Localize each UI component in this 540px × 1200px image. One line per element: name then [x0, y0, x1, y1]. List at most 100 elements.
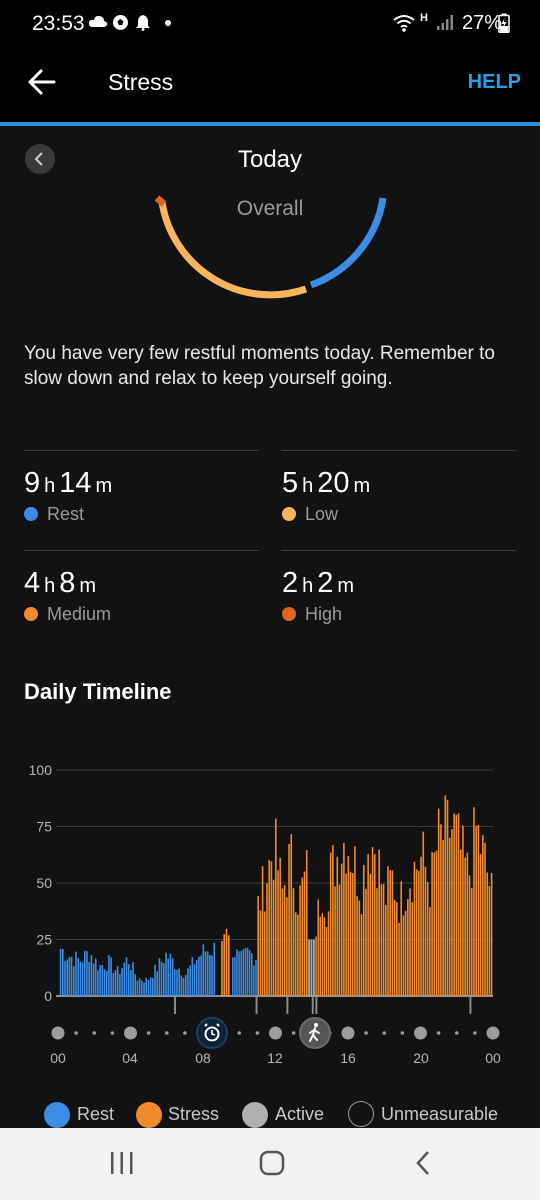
stress-bar-stress: [259, 910, 262, 996]
stress-bar-stress: [433, 852, 436, 996]
stress-bar-rest: [90, 955, 93, 996]
stress-bar-rest: [147, 979, 150, 996]
stress-bar-rest: [97, 970, 99, 996]
chevron-left-icon: [34, 152, 43, 166]
y-tick-label: 50: [36, 875, 52, 891]
stress-bar-rest: [178, 968, 180, 996]
stress-bar-stress: [349, 871, 352, 996]
y-tick-label: 25: [36, 932, 52, 948]
stress-bar-stress: [424, 866, 427, 996]
medium-dot-icon: [24, 607, 38, 621]
stress-bar-rest: [123, 962, 126, 996]
time-label: 16: [340, 1050, 356, 1066]
accent-divider: [0, 122, 540, 126]
timeline-hour-dot: [51, 1026, 65, 1040]
stress-bar-stress: [376, 888, 378, 996]
stress-bar-rest: [160, 961, 163, 996]
stress-bar-rest: [149, 977, 152, 996]
stress-bar-stress: [459, 849, 462, 996]
walking-icon[interactable]: [299, 1017, 331, 1049]
stress-bar-rest: [246, 947, 249, 996]
timeline-minor-dot: [110, 1031, 115, 1035]
stress-bar-rest: [195, 959, 198, 996]
previous-day-button[interactable]: [25, 144, 55, 174]
stress-bar-rest: [101, 965, 104, 996]
legend-active-label: Active: [275, 1104, 325, 1124]
gauge-high-marker: [154, 195, 167, 207]
stress-bar-stress: [279, 858, 282, 996]
stress-bar-rest: [167, 958, 169, 996]
stress-bar-stress: [266, 883, 268, 996]
stress-bar-stress: [362, 865, 365, 996]
stress-bar-stress: [319, 916, 321, 996]
navigation-bar: [0, 1128, 540, 1200]
stress-bar-stress: [334, 886, 336, 996]
timeline-hour-dot: [341, 1026, 355, 1040]
stress-bar-stress: [270, 861, 273, 996]
stress-bar-stress: [437, 808, 440, 996]
y-tick-label: 75: [36, 819, 52, 835]
stress-bar-rest: [116, 966, 119, 996]
stress-gauge: [154, 195, 387, 299]
stress-bar-rest: [138, 978, 141, 996]
stress-bar-stress: [297, 914, 299, 996]
stress-bar-rest: [211, 955, 213, 996]
date-label: Today: [237, 146, 303, 173]
stress-bar-rest: [232, 957, 234, 996]
back-button[interactable]: [413, 1149, 435, 1182]
stress-bar-stress: [336, 856, 339, 996]
legend-unmeasurable-dot-icon: [348, 1101, 374, 1127]
stress-bar-rest: [169, 953, 172, 996]
stress-bar-rest: [81, 962, 84, 996]
network-type-label: H: [420, 12, 428, 24]
stress-bar-rest: [114, 970, 117, 996]
recent-apps-button[interactable]: [108, 1150, 136, 1181]
alarm-clock-hands: [211, 1030, 216, 1036]
walking-figure: [309, 1027, 320, 1042]
stress-bar-stress: [462, 825, 464, 996]
stress-bar-rest: [62, 948, 64, 996]
stress-bar-rest: [127, 964, 130, 996]
stress-bar-stress: [457, 813, 460, 996]
stress-bar-rest: [193, 964, 196, 996]
stress-bar-stress: [351, 873, 354, 996]
stress-bar-rest: [191, 956, 194, 996]
stress-bar-rest: [66, 959, 68, 996]
stress-bar-stress: [268, 860, 271, 996]
stress-bar-stress: [413, 861, 416, 996]
home-button[interactable]: [258, 1149, 286, 1182]
stress-bar-stress: [257, 896, 259, 996]
stress-bar-stress: [418, 870, 420, 996]
stress-bar-stress: [225, 928, 228, 996]
stress-bar-stress: [396, 902, 398, 996]
stress-bar-rest: [187, 968, 189, 996]
page-title: Stress: [108, 69, 174, 95]
stress-bar-rest: [234, 957, 236, 996]
timeline-minor-dot: [237, 1031, 242, 1035]
stress-bar-rest: [103, 969, 106, 996]
stress-bar-stress: [354, 846, 356, 996]
stress-bar-rest: [92, 963, 95, 996]
stress-bar-rest: [72, 966, 75, 996]
stress-bar-rest: [154, 964, 156, 996]
legend-rest-label: Rest: [77, 1104, 115, 1124]
stress-bar-stress: [429, 907, 431, 996]
stress-bar-stress: [367, 854, 369, 996]
stress-bar-rest: [110, 957, 112, 996]
stress-bar-rest: [255, 960, 257, 996]
stress-bar-stress: [448, 837, 451, 996]
stress-bar-stress: [442, 839, 444, 996]
dot-icon: [164, 13, 172, 38]
stress-bar-stress: [400, 881, 403, 996]
stress-bar-stress: [466, 852, 469, 996]
stress-bar-stress: [431, 852, 433, 996]
stress-bar-active: [310, 939, 313, 996]
stress-bar-rest: [70, 956, 73, 996]
stress-bar-stress: [415, 869, 418, 996]
bell-icon: [136, 14, 150, 36]
stress-bar-stress: [378, 849, 380, 996]
back-arrow-icon[interactable]: [28, 64, 58, 100]
timeline-hour-dot: [269, 1026, 282, 1040]
help-button[interactable]: HELP: [467, 71, 521, 93]
stress-bar-rest: [200, 955, 202, 996]
